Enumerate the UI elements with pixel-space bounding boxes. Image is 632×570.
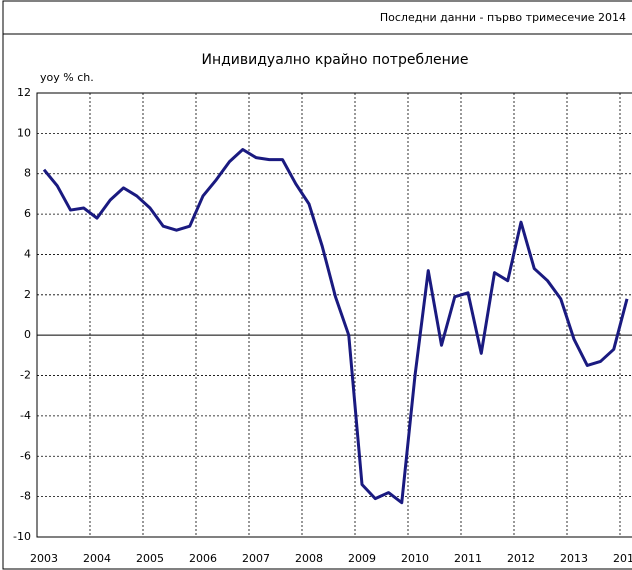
y-tick-label: 8 — [24, 167, 31, 180]
x-tick-label: 2004 — [83, 552, 111, 565]
y-tick-label: -2 — [20, 369, 31, 382]
x-tick-label: 2008 — [295, 552, 323, 565]
y-tick-label: -4 — [20, 409, 31, 422]
y-tick-label: -8 — [20, 490, 31, 503]
y-tick-label: -6 — [20, 449, 31, 462]
x-tick-label: 2011 — [454, 552, 482, 565]
x-tick-label: 2010 — [401, 552, 429, 565]
x-tick-label: 2013 — [560, 552, 588, 565]
x-tick-label: 2005 — [136, 552, 164, 565]
y-axis-label: yoy % ch. — [40, 71, 94, 84]
data-line — [42, 148, 629, 505]
x-tick-label: 2007 — [242, 552, 270, 565]
x-tick-label: 2009 — [348, 552, 376, 565]
x-tick-label: 2003 — [30, 552, 58, 565]
note: Последни данни - първо тримесечие 2014 — [380, 11, 626, 24]
y-tick-label: 10 — [17, 126, 31, 139]
chart-title: Индивидуално крайно потребление — [201, 52, 468, 68]
y-tick-label: -10 — [13, 530, 31, 543]
x-tick-label: 2006 — [189, 552, 217, 565]
y-tick-label: 6 — [24, 207, 31, 220]
x-tick-label: 2014 — [613, 552, 632, 565]
plot-area — [36, 92, 632, 538]
y-tick-label: 2 — [24, 288, 31, 301]
y-tick-label: 4 — [24, 247, 31, 260]
x-tick-label: 2012 — [507, 552, 535, 565]
y-tick-label: 0 — [24, 328, 31, 341]
y-tick-label: 12 — [17, 86, 31, 99]
